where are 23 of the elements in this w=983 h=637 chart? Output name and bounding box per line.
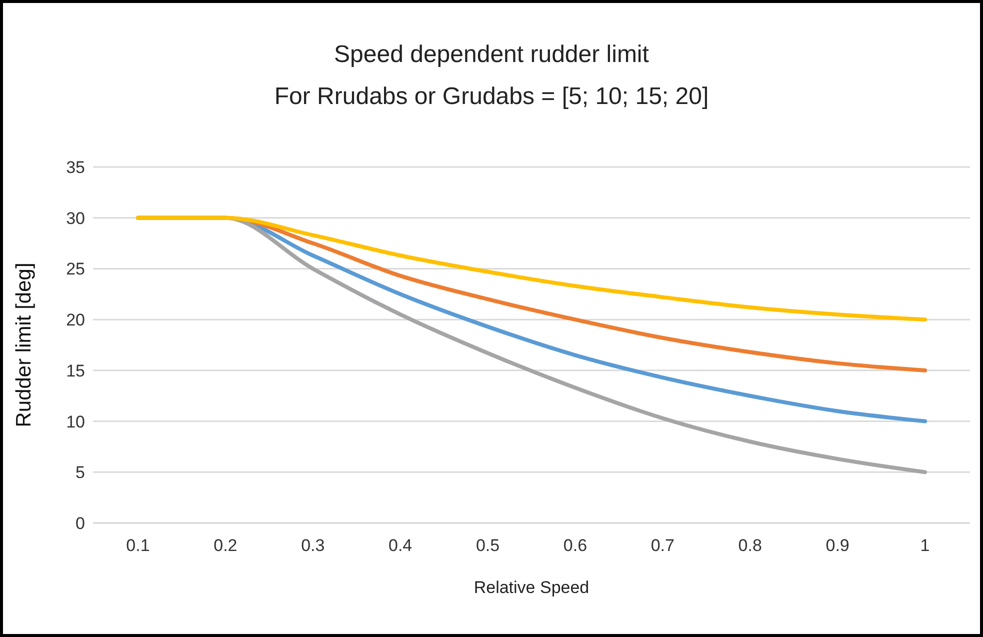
chart-subtitle: For Rrudabs or Grudabs = [5; 10; 15; 20] [273, 83, 710, 111]
x-axis-title: Relative Speed [474, 578, 590, 597]
y-tick-label: 25 [66, 260, 85, 279]
x-tick-label: 0.1 [126, 536, 150, 556]
y-axis-title: Rudder limit [deg] [12, 262, 36, 428]
y-tick-label: 20 [66, 310, 85, 330]
y-tick-label: 5 [76, 463, 85, 482]
y-tick-label: 35 [66, 158, 85, 178]
x-tick-label: 0.4 [388, 536, 412, 556]
x-tick-label: 0.3 [301, 536, 325, 556]
x-tick-label: 0.8 [738, 536, 762, 556]
y-tick-label: 0 [76, 514, 85, 534]
y-tick-label: 15 [66, 361, 85, 380]
x-tick-label: 0.6 [563, 536, 588, 556]
x-tick-label: 0.5 [476, 536, 500, 556]
x-tick-label: 0.7 [650, 536, 674, 556]
chart-title: Speed dependent rudder limit [333, 41, 650, 69]
x-tick-label: 0.2 [214, 536, 238, 556]
line-series [136, 216, 927, 322]
y-tick-label: 10 [66, 412, 85, 432]
y-tick-label: 30 [66, 208, 85, 228]
x-tick-label: 1 [920, 536, 930, 556]
x-tick-label: 0.9 [826, 536, 850, 556]
